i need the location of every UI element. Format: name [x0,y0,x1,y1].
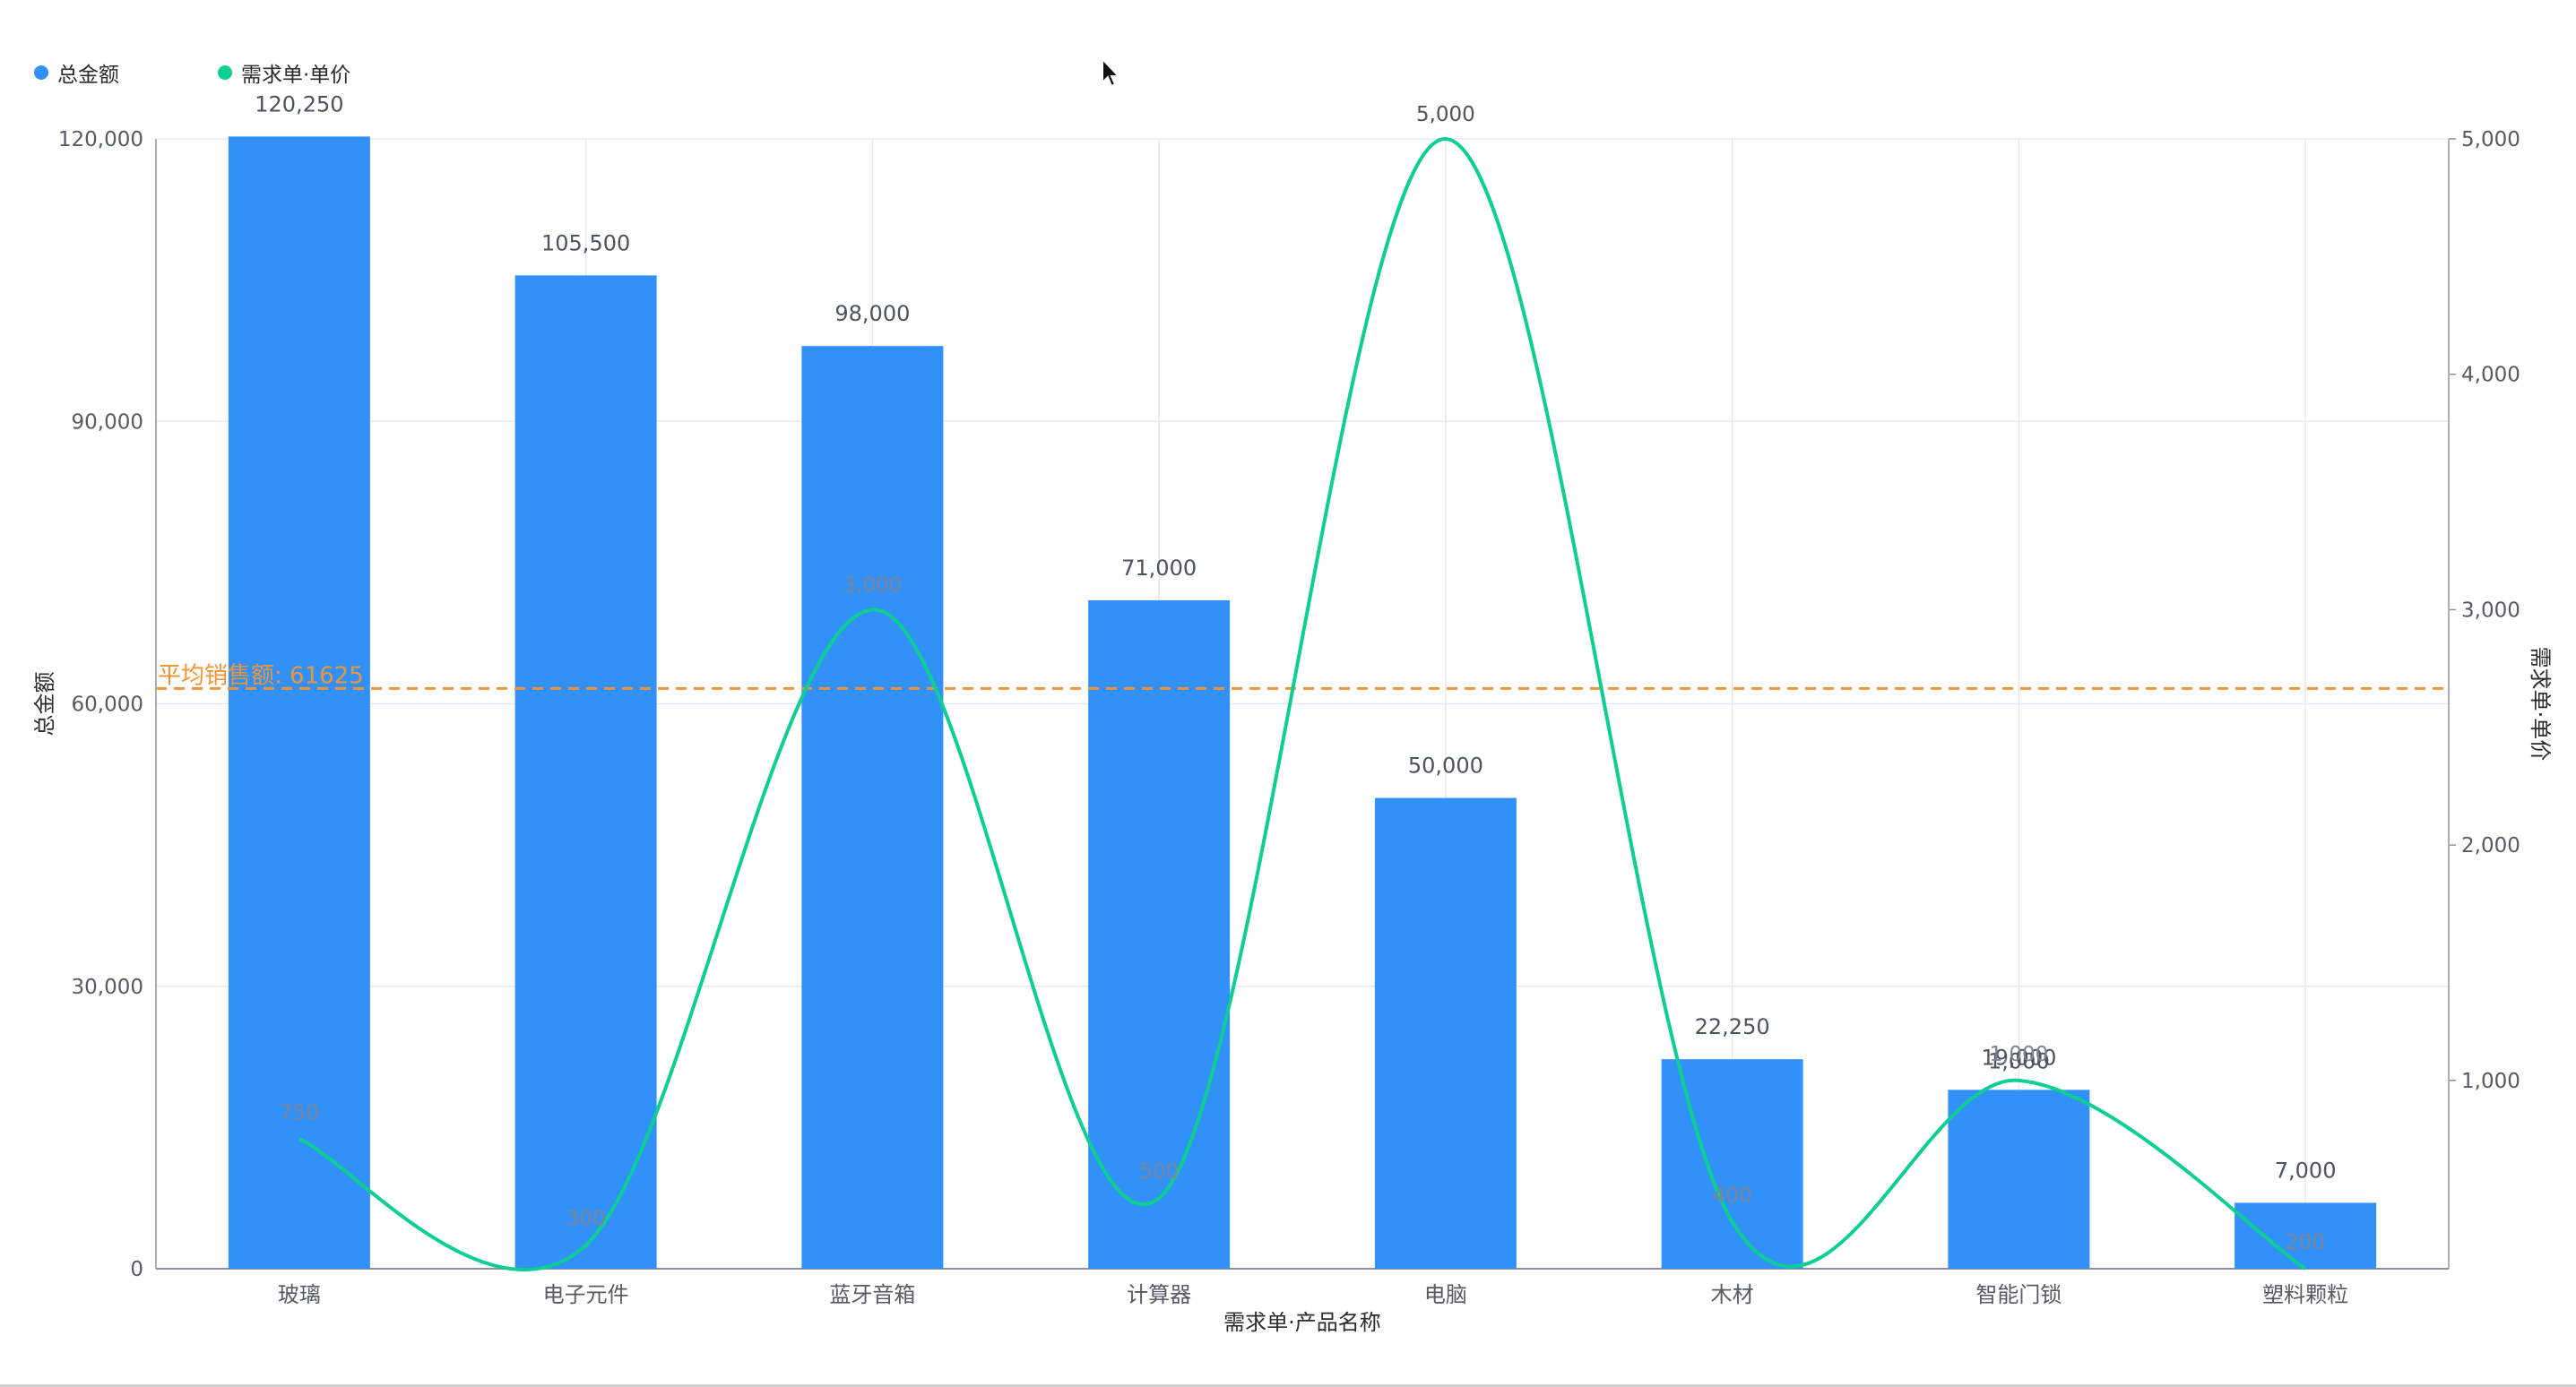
legend-line-swatch [218,65,232,80]
y-tick-label: 120,000 [58,128,143,151]
y2-tick-label: 4,000 [2461,364,2520,387]
bar-value-label: 105,500 [541,230,630,255]
x-tick-label: 计算器 [1127,1282,1191,1307]
bar-4 [1374,797,1517,1269]
chart-legend: 总金额 需求单·单价 [34,57,350,88]
y2-axis-title: 需求单·单价 [2528,647,2553,762]
bar-value-label: 50,000 [1408,754,1483,779]
x-tick-label: 电脑 [1424,1282,1467,1307]
line-value-label: 750 [280,1102,319,1125]
x-tick-label: 蓝牙音箱 [829,1282,915,1307]
average-reference-label: 平均销售额: 61625 [158,662,364,689]
legend-item-unit-price[interactable]: 需求单·单价 [218,57,350,88]
y-tick-label: 0 [130,1258,143,1281]
mouse-cursor-icon [1101,56,1122,93]
legend-label-amount: 总金额 [57,64,119,87]
y-tick-label: 30,000 [72,976,143,999]
bottom-divider [0,1384,2576,1387]
bar-0 [228,136,370,1269]
x-tick-label: 电子元件 [543,1282,629,1307]
bar-6 [1948,1090,2090,1269]
y-tick-label: 60,000 [72,694,143,717]
bar-value-label: 22,250 [1695,1014,1770,1039]
bar-value-label: 19,000 [1981,1045,2056,1070]
x-tick-label: 智能门锁 [1975,1282,2062,1307]
bar-3 [1088,599,1231,1269]
bar-value-label: 120,250 [255,91,343,116]
y2-tick-label: 5,000 [2461,128,2520,151]
bar-value-label: 71,000 [1121,556,1197,581]
line-value-label: 400 [1713,1184,1752,1207]
line-value-label: 3,000 [843,573,902,597]
y-tick-label: 90,000 [72,410,143,434]
x-tick-label: 塑料颗粒 [2262,1282,2348,1307]
x-axis-title: 需求单·产品名称 [1223,1310,1381,1335]
legend-bar-swatch [34,65,48,80]
legend-item-amount[interactable]: 总金额 [34,57,119,88]
y2-tick-label: 1,000 [2461,1070,2520,1093]
line-value-label: 300 [566,1208,606,1231]
bar-value-label: 98,000 [834,301,910,326]
legend-label-unit-price: 需求单·单价 [241,64,351,87]
line-value-label: 500 [1139,1160,1179,1184]
x-tick-label: 玻璃 [278,1282,321,1307]
line-value-label: 1,000 [1989,1043,2048,1066]
bar-1 [514,275,657,1269]
bar-5 [1661,1059,1803,1269]
y-axis-title: 总金额 [32,672,57,737]
bar-7 [2235,1202,2377,1269]
y2-tick-label: 3,000 [2461,599,2520,622]
line-value-label: 5,000 [1416,103,1475,126]
unit-price-line [298,136,2307,1271]
bar-value-label-overlap: 1,000 [1988,1048,2050,1073]
y2-tick-label: 2,000 [2461,834,2520,857]
line-value-label: 200 [2286,1231,2325,1254]
bar-2 [801,346,944,1269]
bar-value-label: 7,000 [2275,1158,2337,1183]
x-tick-label: 木材 [1711,1282,1754,1307]
